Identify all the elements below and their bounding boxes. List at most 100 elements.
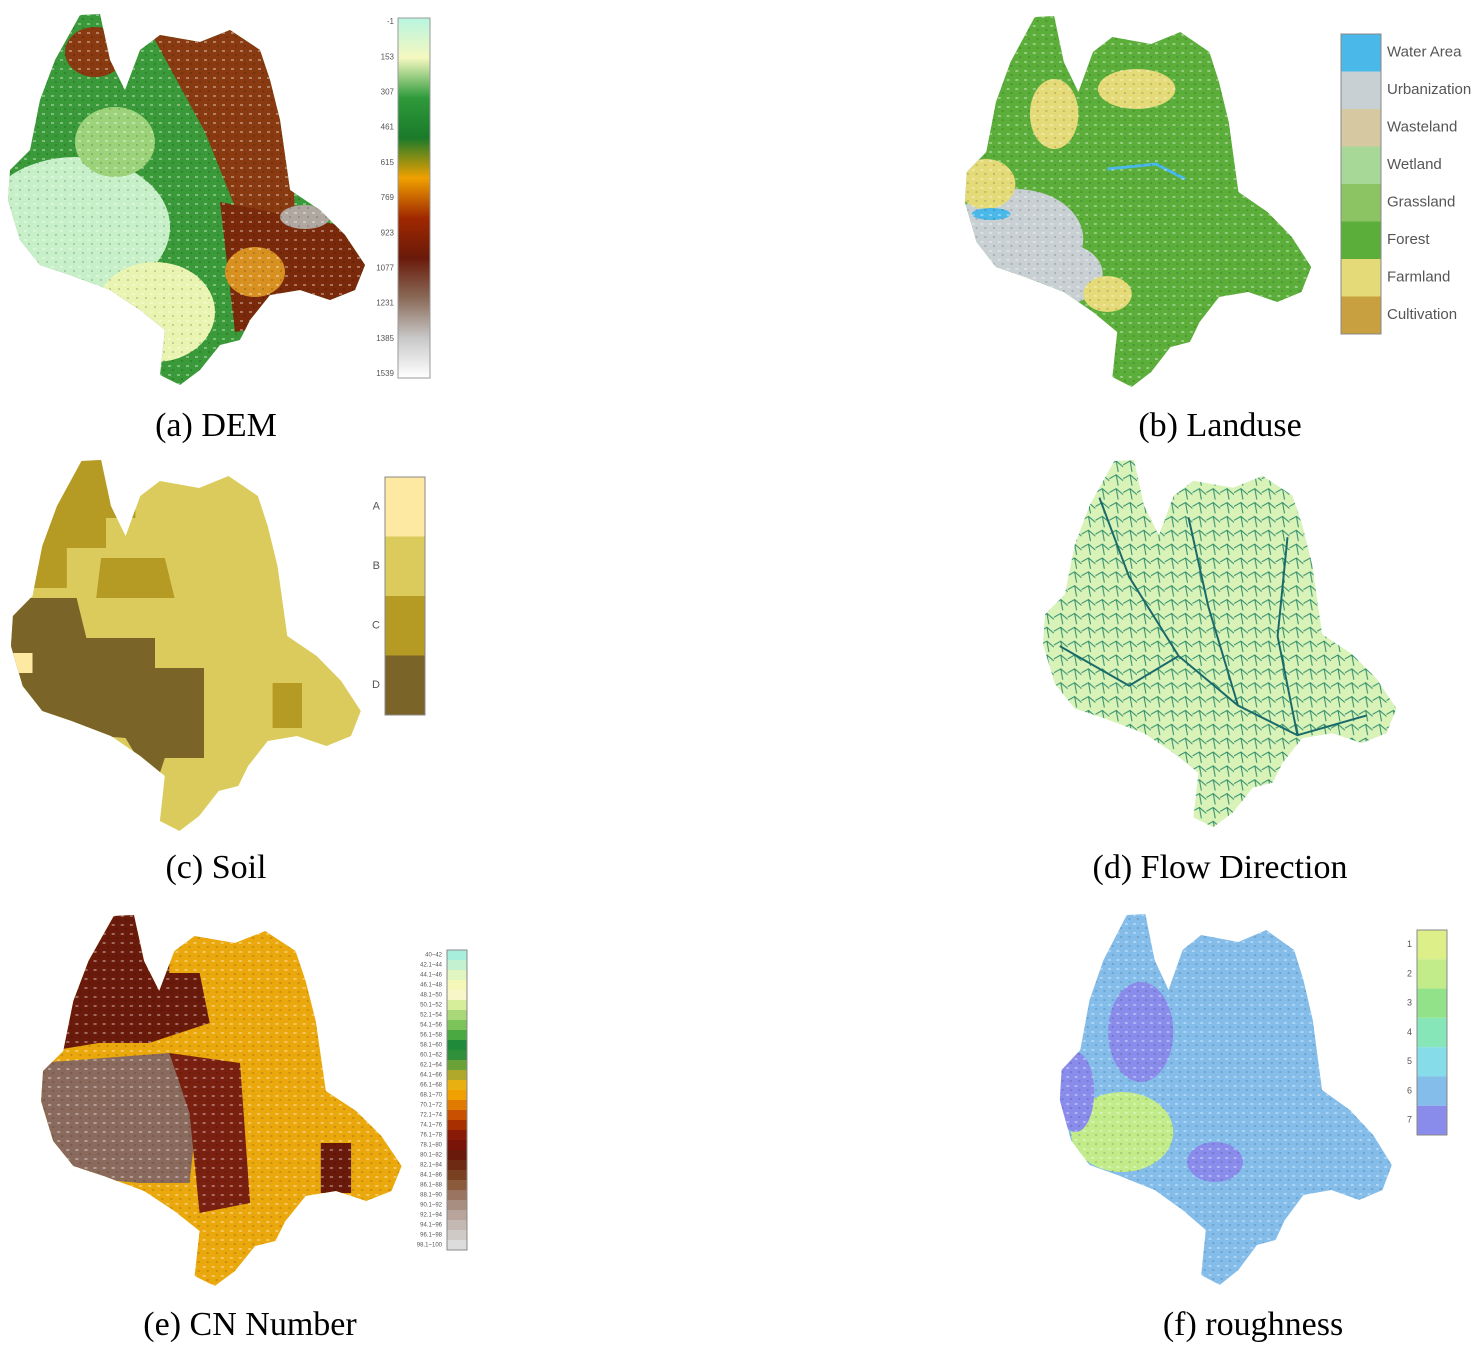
legend-label: D	[372, 679, 380, 691]
legend-label: 64.1~66	[420, 1073, 443, 1079]
dem-map	[8, 14, 365, 385]
legend-label: 76.1~78	[420, 1133, 443, 1139]
legend-swatch	[1341, 221, 1381, 259]
legend-label: Forest	[1387, 231, 1430, 248]
legend-frame	[1416, 929, 1448, 1136]
legend-label: 1539	[376, 369, 394, 378]
legend-swatch	[1341, 184, 1381, 222]
legend-swatch	[1417, 1047, 1447, 1077]
legend-swatch	[447, 1150, 467, 1160]
legend-label: A	[373, 501, 381, 513]
legend-label: 88.1~90	[420, 1193, 443, 1199]
legend-swatch	[447, 1240, 467, 1250]
legend-label: 68.1~70	[420, 1093, 443, 1099]
legend-swatch	[447, 1160, 467, 1170]
legend-label: 66.1~68	[420, 1083, 443, 1089]
legend-swatch	[447, 1000, 467, 1010]
legend-swatch	[1341, 109, 1381, 147]
legend-label: Urbanization	[1387, 81, 1471, 98]
legend-label: 60.1~62	[420, 1053, 443, 1059]
legend-swatch	[447, 1220, 467, 1230]
caption: (c) Soil	[165, 849, 266, 886]
legend-label: 52.1~54	[420, 1013, 443, 1019]
legend-swatch	[447, 1010, 467, 1020]
legend-swatch	[447, 1140, 467, 1150]
legend-swatch	[385, 536, 425, 596]
legend-label: C	[372, 620, 380, 632]
flow-map	[1042, 459, 1397, 828]
legend-swatch	[447, 990, 467, 1000]
legend-swatch	[447, 1090, 467, 1100]
legend-frame	[446, 949, 468, 1251]
legend-label: 1231	[376, 299, 394, 308]
legend-label: 42.1~44	[420, 963, 443, 969]
legend-label: Grassland	[1387, 194, 1455, 211]
legend-swatch	[447, 970, 467, 980]
legend-label: 461	[381, 123, 395, 132]
legend-label: 72.1~74	[420, 1113, 443, 1119]
legend-label: 98.1~100	[417, 1243, 443, 1249]
legend-label: Wasteland	[1387, 119, 1457, 136]
legend-swatch	[447, 1040, 467, 1050]
legend-label: -1	[387, 17, 395, 26]
legend-label: 70.1~72	[420, 1103, 443, 1109]
caption: (d) Flow Direction	[1093, 849, 1348, 886]
legend-label: 74.1~76	[420, 1123, 443, 1129]
legend-swatch	[385, 477, 425, 537]
legend-label: 1077	[376, 264, 394, 273]
legend-swatch	[1341, 146, 1381, 184]
soil-legend: A B C D	[372, 476, 426, 716]
legend-label: 82.1~84	[420, 1163, 443, 1169]
legend-label: 44.1~46	[420, 973, 443, 979]
legend-swatch	[447, 960, 467, 970]
caption: (b) Landuse	[1138, 407, 1301, 444]
caption: (e) CN Number	[143, 1306, 357, 1343]
legend-label: 3	[1407, 998, 1412, 1008]
dem-legend: -1 153 307 461 615 769 923 1077 1231 1385 1539	[376, 17, 431, 379]
legend-swatch	[1417, 1105, 1447, 1135]
legend-label: Water Area	[1387, 44, 1462, 61]
roughness-map	[1059, 914, 1392, 1285]
legend-swatch	[447, 1030, 467, 1040]
legend-label: Cultivation	[1387, 306, 1457, 323]
legend-swatch	[1417, 930, 1447, 960]
legend-swatch	[447, 1190, 467, 1200]
legend-label: 46.1~48	[420, 983, 443, 989]
landuse-legend: Water Area Urbanization Wasteland Wetland Gr…	[1340, 33, 1471, 335]
legend-swatch	[447, 1120, 467, 1130]
legend-swatch	[447, 980, 467, 990]
legend-label: Wetland	[1387, 156, 1442, 173]
legend-swatch	[447, 1100, 467, 1110]
legend-label: 615	[381, 158, 395, 167]
legend-swatch	[1341, 259, 1381, 297]
legend-swatch	[1417, 959, 1447, 989]
legend-label: 769	[381, 193, 395, 202]
legend-label: 56.1~58	[420, 1033, 443, 1039]
legend-label: 923	[381, 228, 395, 237]
legend-swatch	[1417, 1076, 1447, 1106]
legend-label: 307	[381, 88, 395, 97]
legend-swatch	[447, 1210, 467, 1220]
legend-swatch	[1417, 988, 1447, 1018]
legend-label: 1	[1407, 939, 1412, 949]
legend-label: Farmland	[1387, 269, 1450, 286]
colorbar	[397, 17, 431, 379]
legend-swatch	[447, 1070, 467, 1080]
legend-label: 78.1~80	[420, 1143, 443, 1149]
legend-swatch	[447, 1050, 467, 1060]
legend-label: 2	[1407, 968, 1412, 978]
legend-label: 153	[381, 52, 395, 61]
legend-frame	[384, 476, 426, 716]
legend-label: 92.1~94	[420, 1213, 443, 1219]
legend-label: 40~42	[425, 953, 443, 959]
legend-label: 7	[1407, 1115, 1412, 1125]
legend-swatch	[385, 655, 425, 715]
legend-label: 6	[1407, 1085, 1412, 1095]
legend-label: 50.1~52	[420, 1003, 443, 1009]
caption: (a) DEM	[155, 407, 277, 444]
legend-label: 58.1~60	[420, 1043, 443, 1049]
cn-map	[41, 915, 402, 1286]
landuse-map	[964, 16, 1312, 387]
legend-label: 62.1~64	[420, 1063, 443, 1069]
